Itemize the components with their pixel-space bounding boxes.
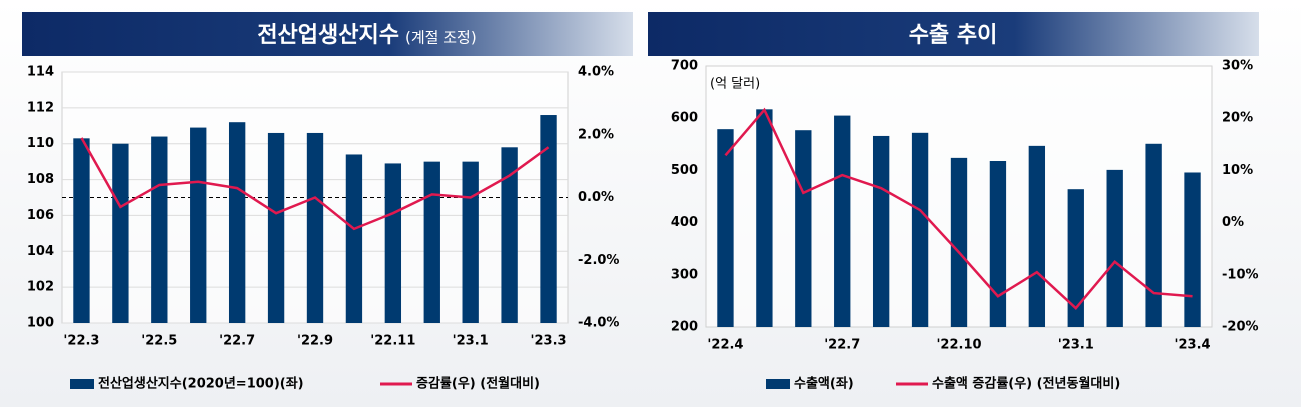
- y2-tick-label: 0%: [1222, 215, 1244, 230]
- bar: [989, 161, 1007, 327]
- x-tick-label: '22.10: [936, 338, 981, 353]
- y-tick-label: 400: [671, 215, 698, 230]
- bar: [423, 161, 440, 323]
- x-tick-label: '22.3: [63, 334, 99, 349]
- y-tick-label: 102: [27, 280, 54, 295]
- legend-label: 수출액(좌): [794, 376, 854, 392]
- chart-title: 수출 추이: [909, 23, 998, 48]
- bar: [950, 157, 968, 327]
- title-banner: [22, 12, 633, 56]
- y2-tick-label: -2.0%: [578, 253, 619, 268]
- x-tick-label: '22.11: [370, 334, 415, 349]
- y2-tick-label: -4.0%: [578, 316, 619, 331]
- y-tick-label: 600: [671, 111, 698, 126]
- x-tick-label: '23.1: [1058, 338, 1094, 353]
- line: [80, 137, 550, 231]
- bar: [540, 115, 557, 324]
- legend-label: 전산업생산지수(2020년=100)(좌): [98, 376, 304, 392]
- bar: [112, 143, 129, 323]
- x-tick-label: '23.1: [453, 334, 489, 349]
- y-tick-label: 300: [671, 267, 698, 282]
- y-tick-label: 106: [27, 208, 54, 223]
- x-tick-label: '22.9: [297, 334, 333, 349]
- bar: [384, 163, 402, 323]
- y2-tick-label: 0.0%: [578, 190, 614, 205]
- x-tick-label: '22.5: [141, 334, 177, 349]
- y-tick-label: 104: [27, 244, 54, 259]
- bar: [190, 127, 207, 323]
- chart-subtitle: (계절 조정): [405, 29, 477, 47]
- y-tick-label: 110: [27, 136, 54, 151]
- bar: [1028, 145, 1046, 327]
- title-banner: [648, 12, 1259, 56]
- bar: [717, 129, 734, 327]
- bar: [911, 132, 929, 327]
- x-tick-label: '22.4: [707, 338, 743, 353]
- bar: [228, 122, 246, 323]
- legend-label: 수출액 증감률(우) (전년동월대비): [932, 376, 1120, 392]
- bar: [501, 147, 518, 323]
- x-tick-label: '23.3: [531, 334, 567, 349]
- bar: [267, 132, 285, 323]
- unit-label: (억 달러): [710, 77, 760, 92]
- line: [724, 107, 1193, 311]
- y-tick-label: 200: [671, 320, 698, 335]
- bar: [1106, 169, 1123, 327]
- y2-tick-label: 30%: [1222, 59, 1253, 74]
- y-tick-label: 700: [671, 59, 698, 74]
- bar: [462, 161, 479, 323]
- bar: [1067, 189, 1084, 327]
- y2-tick-label: 2.0%: [578, 127, 614, 142]
- y2-tick-label: -20%: [1222, 320, 1259, 335]
- legend-swatch: [766, 379, 790, 389]
- bar: [872, 135, 890, 327]
- y-tick-label: 112: [27, 100, 54, 115]
- bar: [1184, 172, 1201, 327]
- chart-title: 전산업생산지수: [257, 23, 399, 48]
- bar: [73, 138, 90, 323]
- y2-tick-label: 20%: [1222, 111, 1253, 126]
- y2-tick-label: 10%: [1222, 163, 1253, 178]
- y-tick-label: 114: [27, 65, 54, 80]
- bar: [834, 115, 851, 327]
- bar: [1145, 143, 1162, 327]
- x-tick-label: '22.7: [219, 334, 255, 349]
- bar: [756, 109, 773, 328]
- bar: [306, 132, 324, 323]
- bar: [345, 154, 363, 323]
- y2-tick-label: -10%: [1222, 267, 1259, 282]
- y2-tick-label: 4.0%: [578, 65, 614, 80]
- y-tick-label: 108: [27, 172, 54, 187]
- x-tick-label: '22.7: [824, 338, 860, 353]
- legend-swatch: [70, 379, 94, 389]
- bar: [795, 130, 812, 327]
- x-tick-label: '23.4: [1175, 338, 1211, 353]
- y-tick-label: 500: [671, 163, 698, 178]
- legend-label: 증감률(우) (전월대비): [416, 376, 540, 392]
- y-tick-label: 100: [27, 316, 54, 331]
- bar: [151, 136, 168, 323]
